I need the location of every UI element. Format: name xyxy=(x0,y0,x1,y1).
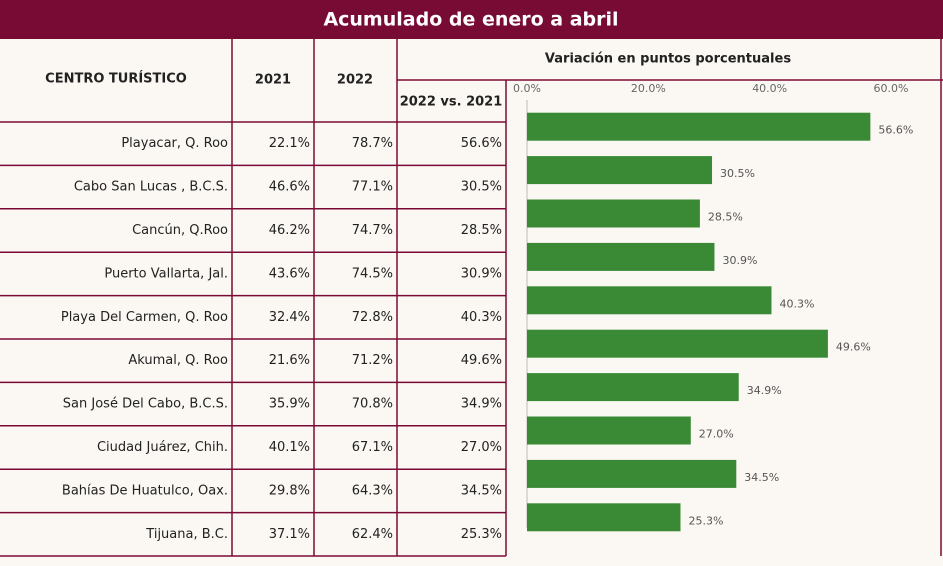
title: Acumulado de enero a abril xyxy=(323,9,618,31)
table-cell: 77.1% xyxy=(352,180,393,195)
x-tick-label: 20.0% xyxy=(631,82,666,95)
table-cell: 32.4% xyxy=(269,310,310,325)
column-header: 2022 xyxy=(337,73,373,88)
table-cell: 30.5% xyxy=(461,180,502,195)
table-cell: 29.8% xyxy=(269,483,310,498)
table-cell: 27.0% xyxy=(461,440,502,455)
value-label: 56.6% xyxy=(878,124,913,137)
table-cell: 28.5% xyxy=(461,223,502,238)
table-cell: 40.1% xyxy=(269,440,310,455)
table-cell: 74.5% xyxy=(352,266,393,281)
table-cell: 49.6% xyxy=(461,353,502,368)
table-cell: 21.6% xyxy=(269,353,310,368)
table-cell: 78.7% xyxy=(352,136,393,151)
bar xyxy=(527,459,737,488)
bar xyxy=(527,329,828,358)
value-label: 30.9% xyxy=(722,254,757,267)
x-tick-label: 40.0% xyxy=(752,82,787,95)
table-cell: Cancún, Q.Roo xyxy=(132,223,228,238)
value-label: 40.3% xyxy=(779,297,814,310)
bar xyxy=(527,286,772,315)
table-cell: Playa Del Carmen, Q. Roo xyxy=(61,310,228,325)
column-header: 2022 vs. 2021 xyxy=(400,95,503,110)
bar xyxy=(527,112,871,141)
table-cell: 56.6% xyxy=(461,136,502,151)
table-cell: 71.2% xyxy=(352,353,393,368)
value-label: 49.6% xyxy=(836,341,871,354)
bar xyxy=(527,416,691,445)
table-cell: Akumal, Q. Roo xyxy=(128,353,228,368)
table-cell: Bahías De Huatulco, Oax. xyxy=(62,483,228,498)
table-cell: 43.6% xyxy=(269,266,310,281)
table-cell: Puerto Vallarta, Jal. xyxy=(104,266,228,281)
table-cell: 64.3% xyxy=(352,483,393,498)
x-tick-label: 60.0% xyxy=(874,82,909,95)
value-label: 30.5% xyxy=(720,167,755,180)
title-bar xyxy=(0,0,943,39)
table-cell: 34.5% xyxy=(461,483,502,498)
chart-title: Variación en puntos porcentuales xyxy=(545,52,791,67)
table-cell: Cabo San Lucas , B.C.S. xyxy=(74,180,228,195)
table-cell: 46.2% xyxy=(269,223,310,238)
table-cell: 30.9% xyxy=(461,266,502,281)
table-cell: 22.1% xyxy=(269,136,310,151)
bar xyxy=(527,156,713,185)
table-cell: 35.9% xyxy=(269,397,310,412)
table-cell: 62.4% xyxy=(352,527,393,542)
table-cell: Playacar, Q. Roo xyxy=(121,136,228,151)
table-cell: San José Del Cabo, B.C.S. xyxy=(63,397,228,412)
value-label: 27.0% xyxy=(699,428,734,441)
bar xyxy=(527,199,700,228)
table-cell: 25.3% xyxy=(461,527,502,542)
value-label: 28.5% xyxy=(708,211,743,224)
x-tick-label: 0.0% xyxy=(513,82,541,95)
bar xyxy=(527,503,681,532)
table-cell: 40.3% xyxy=(461,310,502,325)
column-header: 2021 xyxy=(255,73,291,88)
value-label: 34.9% xyxy=(747,384,782,397)
table-cell: 46.6% xyxy=(269,180,310,195)
table-cell: 37.1% xyxy=(269,527,310,542)
table-cell: 74.7% xyxy=(352,223,393,238)
table-cell: 67.1% xyxy=(352,440,393,455)
table-cell: Ciudad Juárez, Chih. xyxy=(97,440,228,455)
table-cell: 70.8% xyxy=(352,397,393,412)
column-header: CENTRO TURÍSTICO xyxy=(45,71,187,87)
table-cell: 72.8% xyxy=(352,310,393,325)
value-label: 34.5% xyxy=(744,471,779,484)
value-label: 25.3% xyxy=(688,514,723,527)
table-cell: 34.9% xyxy=(461,397,502,412)
table-cell: Tijuana, B.C. xyxy=(145,527,228,542)
bar xyxy=(527,373,739,402)
bar xyxy=(527,242,715,271)
